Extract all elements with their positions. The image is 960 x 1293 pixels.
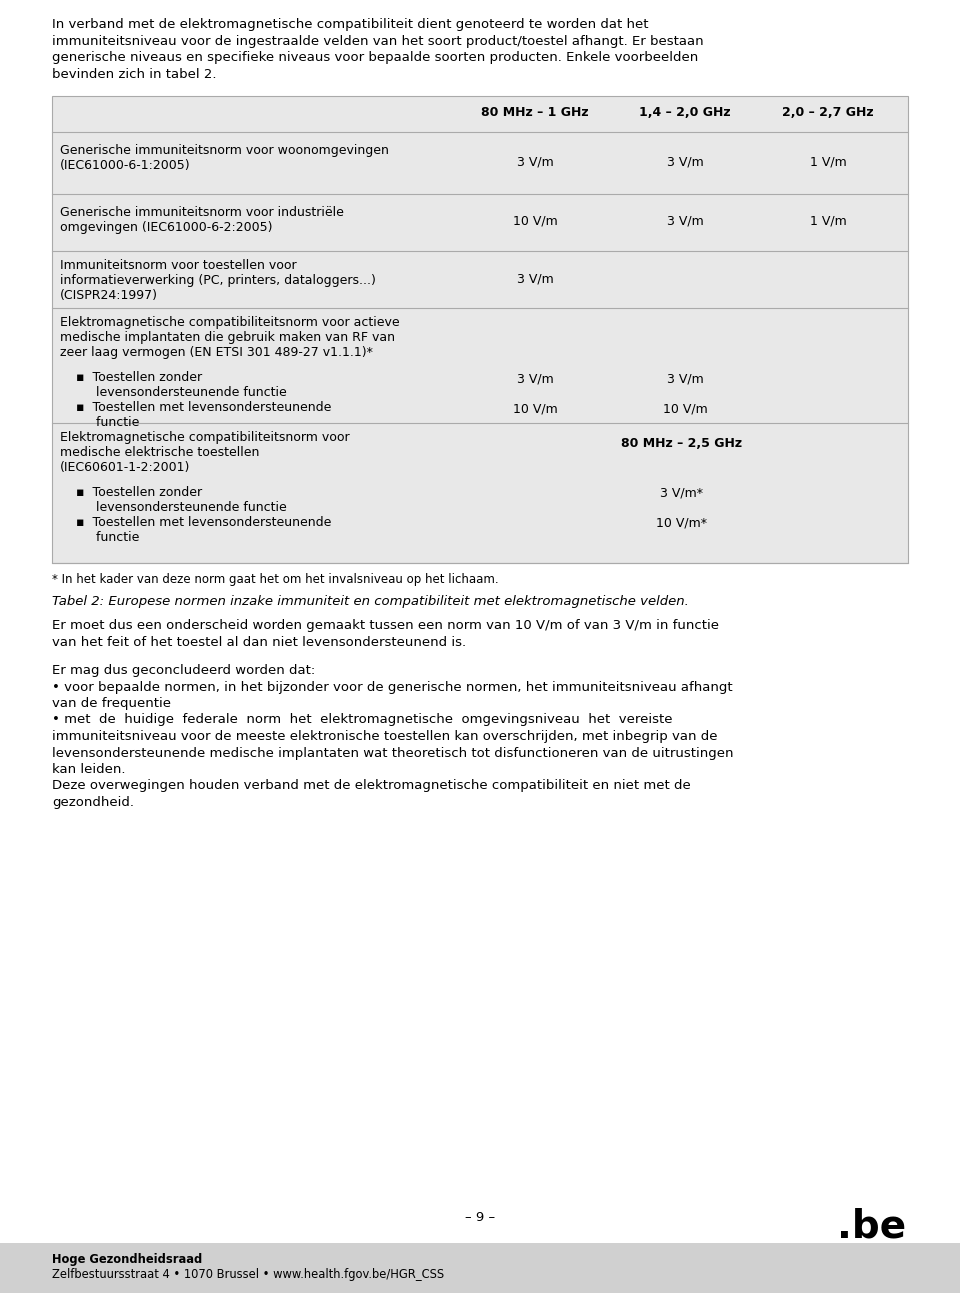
Text: (IEC60601-1-2:2001): (IEC60601-1-2:2001)	[60, 462, 190, 475]
Bar	[52, 96, 908, 562]
Text: 1 V/m: 1 V/m	[809, 215, 847, 228]
Text: • met  de  huidige  federale  norm  het  elektromagnetische  omgevingsniveau  he: • met de huidige federale norm het elekt…	[52, 714, 673, 727]
Text: Deze overwegingen houden verband met de elektromagnetische compatibiliteit en ni: Deze overwegingen houden verband met de …	[52, 780, 691, 793]
Text: functie: functie	[76, 416, 139, 429]
Text: levensondersteunende functie: levensondersteunende functie	[76, 500, 287, 515]
Text: 1 V/m: 1 V/m	[809, 155, 847, 168]
Text: In verband met de elektromagnetische compatibiliteit dient genoteerd te worden d: In verband met de elektromagnetische com…	[52, 18, 649, 31]
Text: Er moet dus een onderscheid worden gemaakt tussen een norm van 10 V/m of van 3 V: Er moet dus een onderscheid worden gemaa…	[52, 619, 719, 632]
Text: Tabel 2: Europese normen inzake immuniteit en compatibiliteit met elektromagneti: Tabel 2: Europese normen inzake immunite…	[52, 595, 689, 608]
Text: 3 V/m: 3 V/m	[666, 215, 704, 228]
Text: – 9 –: – 9 –	[465, 1212, 495, 1224]
Text: bevinden zich in tabel 2.: bevinden zich in tabel 2.	[52, 67, 217, 80]
Text: Elektromagnetische compatibiliteitsnorm voor actieve: Elektromagnetische compatibiliteitsnorm …	[60, 315, 399, 328]
Text: 80 MHz – 2,5 GHz: 80 MHz – 2,5 GHz	[621, 437, 742, 450]
Text: Generische immuniteitsnorm voor industriële: Generische immuniteitsnorm voor industri…	[60, 206, 344, 219]
Text: 1,4 – 2,0 GHz: 1,4 – 2,0 GHz	[639, 106, 731, 119]
Text: ▪  Toestellen met levensondersteunende: ▪ Toestellen met levensondersteunende	[76, 516, 331, 529]
Text: gezondheid.: gezondheid.	[52, 796, 134, 809]
Text: 3 V/m*: 3 V/m*	[660, 487, 703, 500]
Text: levensondersteunende medische implantaten wat theoretisch tot disfunctioneren va: levensondersteunende medische implantate…	[52, 746, 733, 759]
Text: medische implantaten die gebruik maken van RF van: medische implantaten die gebruik maken v…	[60, 331, 395, 344]
Text: 3 V/m: 3 V/m	[666, 372, 704, 385]
Text: 3 V/m: 3 V/m	[516, 273, 553, 286]
Text: ▪  Toestellen met levensondersteunende: ▪ Toestellen met levensondersteunende	[76, 401, 331, 414]
Text: medische elektrische toestellen: medische elektrische toestellen	[60, 446, 259, 459]
Text: 3 V/m: 3 V/m	[666, 155, 704, 168]
Text: (IEC61000-6-1:2005): (IEC61000-6-1:2005)	[60, 159, 191, 172]
Bar	[0, 1243, 960, 1293]
Text: ▪  Toestellen zonder: ▪ Toestellen zonder	[76, 371, 203, 384]
Text: Zelfbestuursstraat 4 • 1070 Brussel • www.health.fgov.be/HGR_CSS: Zelfbestuursstraat 4 • 1070 Brussel • ww…	[52, 1268, 444, 1281]
Text: levensondersteunende functie: levensondersteunende functie	[76, 387, 287, 400]
Text: Immuniteitsnorm voor toestellen voor: Immuniteitsnorm voor toestellen voor	[60, 259, 297, 272]
Text: kan leiden.: kan leiden.	[52, 763, 126, 776]
Text: immuniteitsniveau voor de ingestraalde velden van het soort product/toestel afha: immuniteitsniveau voor de ingestraalde v…	[52, 35, 704, 48]
Text: 3 V/m: 3 V/m	[516, 372, 553, 385]
Text: Elektromagnetische compatibiliteitsnorm voor: Elektromagnetische compatibiliteitsnorm …	[60, 431, 349, 443]
Text: (CISPR24:1997): (CISPR24:1997)	[60, 290, 158, 303]
Text: • voor bepaalde normen, in het bijzonder voor de generische normen, het immunite: • voor bepaalde normen, in het bijzonder…	[52, 680, 732, 693]
Text: 10 V/m: 10 V/m	[513, 215, 558, 228]
Text: 10 V/m: 10 V/m	[662, 402, 708, 415]
Text: 80 MHz – 1 GHz: 80 MHz – 1 GHz	[481, 106, 588, 119]
Text: 2,0 – 2,7 GHz: 2,0 – 2,7 GHz	[782, 106, 874, 119]
Text: generische niveaus en specifieke niveaus voor bepaalde soorten producten. Enkele: generische niveaus en specifieke niveaus…	[52, 50, 698, 63]
Text: 10 V/m*: 10 V/m*	[656, 517, 707, 530]
Text: immuniteitsniveau voor de meeste elektronische toestellen kan overschrijden, met: immuniteitsniveau voor de meeste elektro…	[52, 731, 717, 743]
Text: van de frequentie: van de frequentie	[52, 697, 171, 710]
Text: ▪  Toestellen zonder: ▪ Toestellen zonder	[76, 486, 203, 499]
Text: functie: functie	[76, 531, 139, 544]
Text: informatieverwerking (PC, printers, dataloggers...): informatieverwerking (PC, printers, data…	[60, 274, 376, 287]
Text: Er mag dus geconcludeerd worden dat:: Er mag dus geconcludeerd worden dat:	[52, 665, 315, 678]
Text: 10 V/m: 10 V/m	[513, 402, 558, 415]
Text: Hoge Gezondheidsraad: Hoge Gezondheidsraad	[52, 1253, 203, 1266]
Text: * In het kader van deze norm gaat het om het invalsniveau op het lichaam.: * In het kader van deze norm gaat het om…	[52, 573, 498, 586]
Text: zeer laag vermogen (EN ETSI 301 489-27 v1.1.1)*: zeer laag vermogen (EN ETSI 301 489-27 v…	[60, 347, 372, 359]
Text: .be: .be	[837, 1206, 906, 1245]
Text: omgevingen (IEC61000-6-2:2005): omgevingen (IEC61000-6-2:2005)	[60, 221, 273, 234]
Text: van het feit of het toestel al dan niet levensondersteunend is.: van het feit of het toestel al dan niet …	[52, 635, 467, 649]
Text: Generische immuniteitsnorm voor woonomgevingen: Generische immuniteitsnorm voor woonomge…	[60, 144, 389, 156]
Text: 3 V/m: 3 V/m	[516, 155, 553, 168]
